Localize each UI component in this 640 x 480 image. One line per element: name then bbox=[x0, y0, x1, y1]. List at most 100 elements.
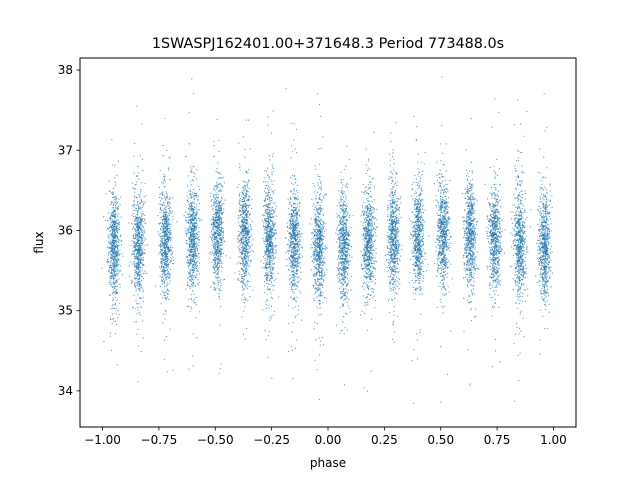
data-point bbox=[263, 240, 265, 242]
data-point bbox=[264, 245, 266, 248]
data-point bbox=[244, 299, 247, 301]
data-point bbox=[163, 194, 165, 196]
data-point bbox=[215, 229, 218, 231]
data-point bbox=[215, 184, 217, 186]
data-point bbox=[245, 237, 248, 239]
data-point bbox=[215, 277, 217, 279]
data-point bbox=[138, 285, 140, 287]
data-point bbox=[107, 234, 109, 236]
data-point bbox=[118, 205, 120, 207]
data-point bbox=[132, 251, 134, 253]
data-point bbox=[193, 243, 195, 245]
data-point bbox=[166, 243, 168, 245]
data-point bbox=[186, 256, 189, 258]
data-point bbox=[166, 149, 168, 152]
data-point bbox=[294, 231, 296, 233]
data-point bbox=[143, 196, 145, 198]
data-point bbox=[243, 199, 245, 201]
data-point bbox=[251, 199, 253, 201]
data-point bbox=[115, 200, 117, 202]
data-point bbox=[145, 195, 147, 197]
data-point bbox=[216, 235, 218, 237]
data-point bbox=[113, 249, 115, 252]
data-point bbox=[249, 196, 251, 198]
data-point bbox=[241, 238, 243, 240]
data-point bbox=[161, 277, 163, 279]
data-point bbox=[167, 250, 169, 252]
data-point bbox=[241, 242, 243, 244]
data-point bbox=[162, 236, 164, 238]
data-point bbox=[213, 221, 215, 223]
data-point bbox=[270, 220, 272, 222]
data-point bbox=[190, 280, 192, 282]
data-point bbox=[141, 123, 143, 125]
data-point bbox=[169, 256, 172, 259]
data-point bbox=[216, 221, 218, 223]
data-point bbox=[214, 288, 217, 290]
data-point bbox=[290, 189, 292, 192]
data-point bbox=[247, 230, 249, 232]
data-point bbox=[114, 278, 116, 280]
data-point bbox=[189, 279, 191, 281]
data-point bbox=[164, 294, 166, 296]
data-point bbox=[114, 290, 116, 292]
data-point bbox=[289, 278, 291, 280]
data-point bbox=[136, 313, 138, 315]
data-point bbox=[131, 223, 133, 225]
data-point bbox=[112, 280, 115, 282]
data-point bbox=[220, 231, 222, 233]
data-point bbox=[191, 219, 193, 221]
data-point bbox=[163, 173, 165, 176]
data-point bbox=[168, 215, 170, 217]
data-point bbox=[221, 223, 223, 225]
data-point bbox=[264, 274, 267, 276]
data-point bbox=[242, 287, 244, 289]
data-point bbox=[272, 284, 274, 286]
data-point bbox=[215, 215, 217, 217]
data-point bbox=[186, 305, 188, 307]
data-point bbox=[112, 242, 114, 244]
data-point bbox=[247, 243, 249, 245]
data-point bbox=[141, 158, 144, 160]
data-point bbox=[165, 291, 167, 293]
data-point bbox=[241, 257, 243, 259]
data-point bbox=[266, 241, 268, 243]
data-point bbox=[210, 219, 212, 221]
data-point bbox=[268, 189, 270, 191]
data-point bbox=[108, 269, 110, 271]
data-point bbox=[166, 227, 169, 229]
data-point bbox=[270, 255, 272, 258]
data-point bbox=[194, 222, 196, 225]
data-point bbox=[192, 260, 194, 262]
data-point bbox=[112, 251, 114, 253]
data-point bbox=[161, 245, 163, 247]
data-point bbox=[265, 276, 267, 278]
data-point bbox=[220, 210, 222, 212]
data-point bbox=[214, 212, 216, 215]
data-point bbox=[213, 203, 215, 205]
data-point bbox=[221, 244, 223, 246]
data-point bbox=[290, 247, 292, 249]
data-point bbox=[162, 145, 164, 147]
data-point bbox=[139, 281, 141, 283]
data-point bbox=[269, 220, 271, 222]
data-point bbox=[110, 192, 113, 194]
data-point bbox=[266, 269, 268, 271]
data-point bbox=[293, 282, 295, 284]
data-point bbox=[214, 198, 216, 200]
data-point bbox=[112, 207, 114, 209]
data-point bbox=[223, 234, 225, 236]
data-point bbox=[196, 243, 198, 245]
data-point bbox=[212, 266, 214, 268]
data-point bbox=[140, 227, 142, 229]
data-point bbox=[168, 201, 170, 203]
data-point bbox=[139, 208, 141, 210]
data-point bbox=[133, 250, 135, 252]
data-point bbox=[239, 262, 241, 264]
data-point bbox=[164, 229, 167, 231]
data-point bbox=[293, 285, 295, 287]
data-point bbox=[215, 248, 217, 250]
data-point bbox=[217, 162, 219, 164]
data-point bbox=[244, 204, 246, 206]
data-point bbox=[293, 221, 295, 224]
